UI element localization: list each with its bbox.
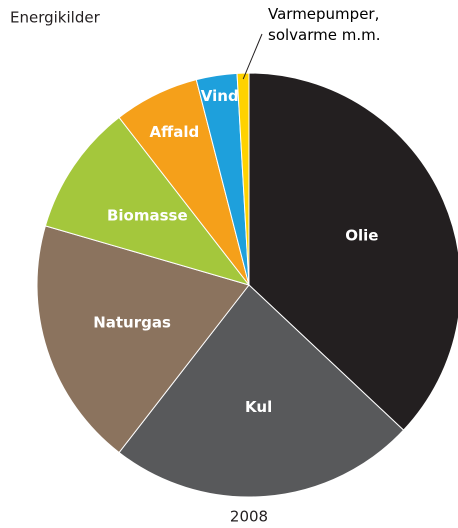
pie-slice	[248, 72, 458, 431]
pie-slice	[118, 284, 405, 498]
outside-label-box: Varmepumper, solvarme m.m.	[268, 5, 381, 44]
pie-slice	[36, 225, 250, 454]
slice-label: Vind	[201, 87, 239, 105]
slice-label: Affald	[150, 123, 200, 141]
slice-label: Naturgas	[93, 313, 171, 331]
leader-line	[242, 33, 263, 80]
slice-label: Biomasse	[107, 206, 188, 224]
pie-slice	[44, 116, 251, 286]
chart-subtitle: 2008	[230, 508, 268, 526]
pie-slice	[236, 72, 250, 286]
chart-title: Energikilder	[10, 9, 101, 27]
slice-label: Varmepumper, solvarme m.m.	[268, 5, 381, 44]
slice-label: Olie	[345, 227, 378, 245]
slice-label: Kul	[245, 398, 272, 416]
